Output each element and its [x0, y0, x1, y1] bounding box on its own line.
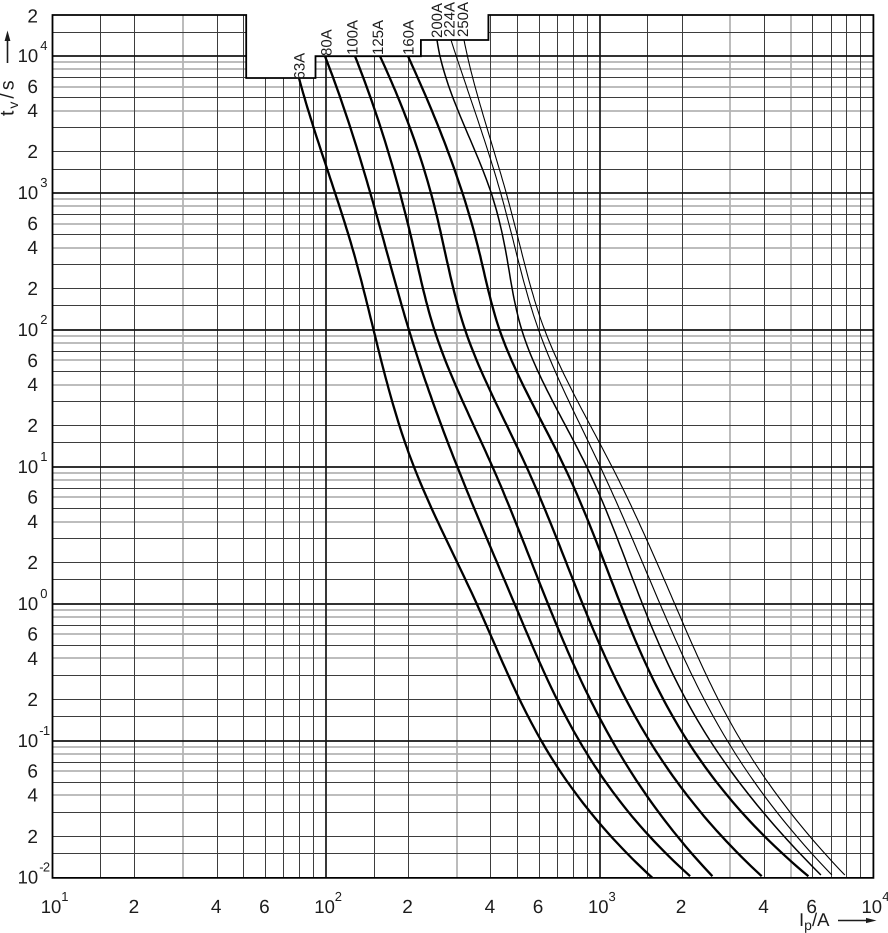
- svg-text:6: 6: [259, 897, 270, 918]
- svg-text:250A: 250A: [455, 2, 472, 37]
- svg-text:4: 4: [758, 897, 769, 918]
- svg-text:6: 6: [27, 762, 38, 783]
- svg-text:3: 3: [40, 175, 47, 190]
- svg-text:10: 10: [18, 593, 39, 614]
- svg-text:1: 1: [61, 889, 68, 904]
- svg-text:4: 4: [27, 649, 38, 670]
- svg-text:tv/s: tv/s: [0, 77, 21, 116]
- svg-text:0: 0: [40, 586, 47, 601]
- svg-text:4: 4: [27, 238, 38, 259]
- svg-text:2: 2: [27, 553, 38, 574]
- svg-text:10: 10: [314, 896, 335, 917]
- svg-text:10: 10: [18, 319, 39, 340]
- svg-text:10: 10: [18, 456, 39, 477]
- svg-text:2: 2: [27, 690, 38, 711]
- svg-text:2: 2: [335, 889, 342, 904]
- svg-text:2: 2: [27, 279, 38, 300]
- svg-text:224A: 224A: [442, 2, 459, 37]
- svg-text:1: 1: [40, 449, 47, 464]
- svg-text:2: 2: [27, 416, 38, 437]
- svg-text:2: 2: [129, 897, 140, 918]
- svg-text:4: 4: [211, 897, 222, 918]
- svg-text:6: 6: [27, 214, 38, 235]
- svg-text:-1: -1: [39, 723, 50, 738]
- svg-text:6: 6: [533, 897, 544, 918]
- svg-text:-2: -2: [39, 860, 50, 875]
- svg-text:6: 6: [806, 897, 817, 918]
- svg-text:6: 6: [27, 625, 38, 646]
- svg-text:6: 6: [27, 351, 38, 372]
- svg-text:200A: 200A: [429, 3, 446, 38]
- svg-text:10: 10: [18, 730, 39, 751]
- svg-text:4: 4: [27, 786, 38, 807]
- svg-text:2: 2: [402, 897, 413, 918]
- svg-text:4: 4: [27, 512, 38, 533]
- svg-text:6: 6: [27, 77, 38, 98]
- svg-text:Ip/A: Ip/A: [799, 909, 830, 933]
- svg-text:10: 10: [862, 896, 883, 917]
- svg-text:4: 4: [27, 101, 38, 122]
- svg-text:160A: 160A: [401, 20, 418, 55]
- svg-text:4: 4: [40, 38, 47, 53]
- svg-text:6: 6: [27, 488, 38, 509]
- svg-text:2: 2: [40, 312, 47, 327]
- svg-text:10: 10: [41, 896, 62, 917]
- svg-text:100A: 100A: [345, 20, 362, 55]
- svg-text:4: 4: [485, 897, 496, 918]
- svg-text:2: 2: [27, 142, 38, 163]
- svg-text:2: 2: [676, 897, 687, 918]
- svg-text:63A: 63A: [292, 53, 309, 80]
- svg-text:80A: 80A: [319, 29, 336, 56]
- svg-text:4: 4: [882, 889, 888, 904]
- svg-text:2: 2: [27, 7, 38, 28]
- svg-text:125A: 125A: [370, 20, 387, 55]
- svg-text:10: 10: [588, 896, 609, 917]
- svg-text:10: 10: [18, 182, 39, 203]
- svg-text:4: 4: [27, 375, 38, 396]
- svg-text:2: 2: [27, 827, 38, 848]
- svg-text:10: 10: [18, 867, 39, 888]
- svg-text:10: 10: [18, 45, 39, 66]
- svg-text:3: 3: [609, 889, 616, 904]
